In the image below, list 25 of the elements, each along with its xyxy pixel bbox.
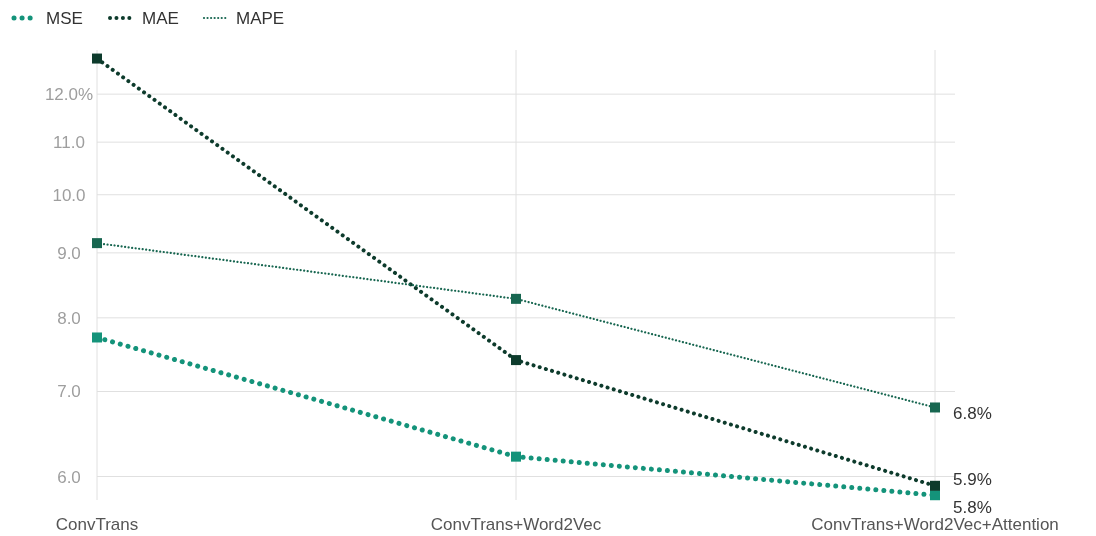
point: [930, 480, 940, 491]
y-tick-label: 6.0: [57, 467, 81, 487]
point: [511, 293, 521, 304]
y-tick-label: 7.0: [57, 382, 81, 402]
y-tick-label: 12.0%: [44, 85, 94, 105]
point: [930, 490, 940, 501]
y-tick-label: 8.0: [57, 308, 81, 328]
point: [511, 451, 521, 462]
x-tick-label: ConvTrans: [55, 515, 139, 534]
y-tick-label: 9.0: [57, 243, 81, 263]
point: [930, 402, 940, 413]
point: [92, 53, 102, 64]
data-label: 5.9%: [953, 469, 992, 489]
point: [92, 332, 102, 343]
y-tick-label: 11.0: [53, 133, 85, 153]
legend-label: MAPE: [236, 9, 285, 28]
point: [92, 238, 102, 249]
point: [511, 355, 521, 366]
y-tick-label: 10.0: [52, 185, 86, 205]
x-tick-label: ConvTrans+Word2Vec: [430, 515, 602, 534]
x-tick-label: ConvTrans+Word2Vec+Attention: [811, 515, 1059, 534]
legend-label: MAE: [142, 9, 179, 28]
legend-label: MSE: [46, 9, 83, 28]
data-label: 6.8%: [953, 404, 992, 424]
data-label: 5.8%: [953, 497, 992, 517]
